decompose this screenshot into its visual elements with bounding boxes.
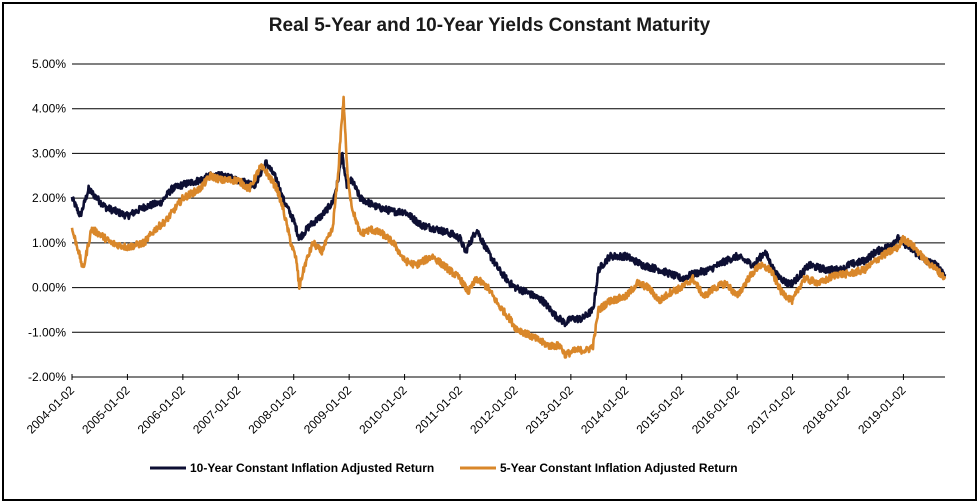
legend-item-10-year-label: 10-Year Constant Inflation Adjusted Retu… xyxy=(190,461,434,475)
gridlines xyxy=(72,63,945,378)
x-tick-label: 2015-01-02 xyxy=(634,383,688,437)
x-tick-label: 2018-01-02 xyxy=(800,383,854,437)
y-tick-label: 4.00% xyxy=(32,102,66,116)
x-tick-label: 2008-01-02 xyxy=(246,383,300,437)
x-tick-label: 2005-01-02 xyxy=(79,383,133,437)
y-tick-label: -2.00% xyxy=(28,370,66,384)
x-tick-label: 2009-01-02 xyxy=(301,383,355,437)
legend-item-5-year-label: 5-Year Constant Inflation Adjusted Retur… xyxy=(500,461,738,475)
chart-title: Real 5-Year and 10-Year Yields Constant … xyxy=(268,15,711,36)
x-tick-label: 2019-01-02 xyxy=(855,383,909,437)
y-tick-label: 5.00% xyxy=(32,57,66,71)
y-tick-label: 2.00% xyxy=(32,191,66,205)
x-tick-label: 2006-01-02 xyxy=(135,383,189,437)
x-tick-label: 2016-01-02 xyxy=(689,383,743,437)
y-tick-label: -1.00% xyxy=(28,325,66,339)
y-axis-ticks: 5.00% 4.00% 3.00% 2.00% 1.00% 0.00% -1.00% -2.0… xyxy=(28,57,66,384)
x-tick-label: 2013-01-02 xyxy=(523,383,577,437)
x-tick-label: 2012-01-02 xyxy=(467,383,521,437)
series-line-10-year xyxy=(70,151,947,328)
x-tick-label: 2011-01-02 xyxy=(412,383,465,436)
x-tick-label: 2014-01-02 xyxy=(578,383,632,437)
x-tick-label: 2007-01-02 xyxy=(190,383,244,437)
series-line-5-year xyxy=(70,95,947,359)
legend: 10-Year Constant Inflation Adjusted Retu… xyxy=(150,461,738,475)
series-lines xyxy=(70,95,947,359)
x-tick-label: 2010-01-02 xyxy=(356,383,410,437)
x-tick-label: 2017-01-02 xyxy=(744,383,798,437)
y-tick-label: 3.00% xyxy=(32,146,66,160)
x-axis-ticks: 2004-01-02 2005-01-02 2006-01-02 2007-01-02… xyxy=(24,374,909,437)
x-tick-label: 2004-01-02 xyxy=(24,383,78,437)
y-tick-label: 0.00% xyxy=(32,281,66,295)
y-tick-label: 1.00% xyxy=(32,236,66,250)
